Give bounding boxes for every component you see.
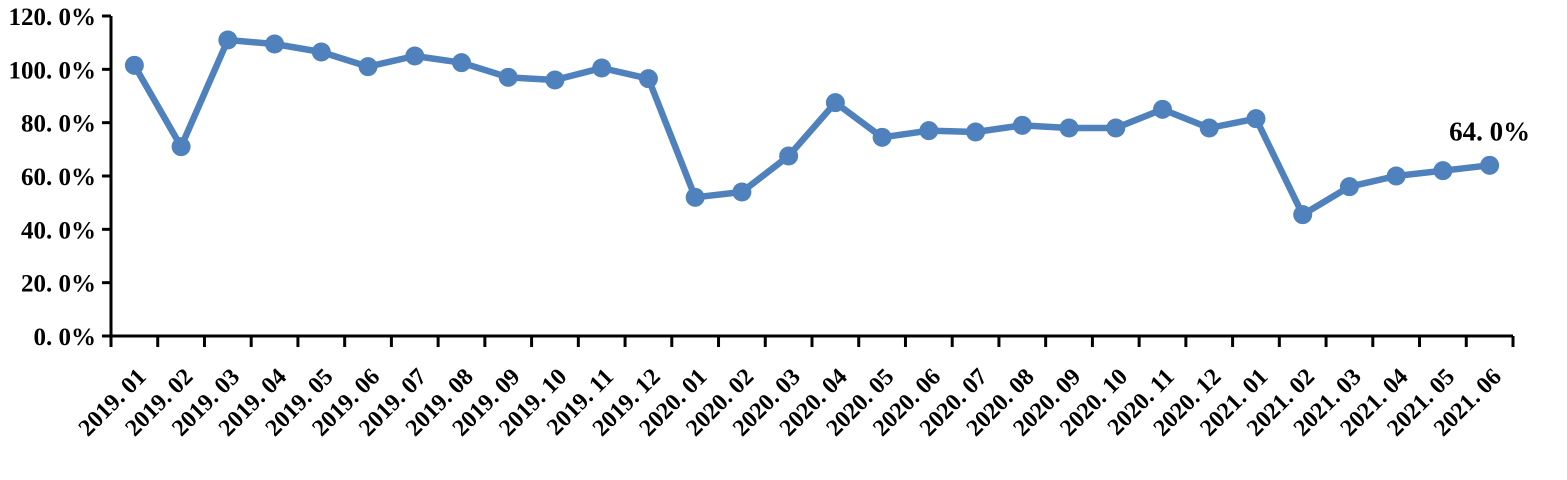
data-point xyxy=(1433,161,1453,181)
data-point xyxy=(638,69,658,89)
data-point xyxy=(545,70,565,90)
y-tick-label: 100. 0% xyxy=(9,57,97,84)
data-point xyxy=(1246,109,1266,129)
data-point xyxy=(358,57,378,77)
y-tick-label: 80. 0% xyxy=(21,111,96,138)
data-point xyxy=(1386,166,1406,186)
data-point-label: 64. 0% xyxy=(1449,116,1530,146)
data-point xyxy=(1480,155,1500,175)
y-tick-label: 40. 0% xyxy=(21,217,96,244)
data-point xyxy=(1059,118,1079,138)
data-point xyxy=(592,58,612,78)
data-point xyxy=(685,187,705,207)
data-point xyxy=(919,121,939,141)
data-point xyxy=(1153,99,1172,119)
data-point xyxy=(218,30,238,50)
data-point xyxy=(1199,118,1219,138)
data-point xyxy=(405,46,425,66)
data-point xyxy=(1293,205,1313,225)
data-point xyxy=(265,34,285,54)
y-tick-label: 60. 0% xyxy=(21,164,96,191)
data-point xyxy=(498,67,518,87)
y-tick-label: 20. 0% xyxy=(21,271,96,298)
series-line xyxy=(131,36,1493,218)
data-point xyxy=(779,146,799,166)
data-point xyxy=(872,127,892,147)
data-point xyxy=(1339,177,1359,197)
data-point xyxy=(732,182,752,202)
data-point xyxy=(825,93,845,113)
data-point xyxy=(1012,115,1032,135)
data-point xyxy=(452,53,471,73)
y-tick-label: 120. 0% xyxy=(9,4,97,31)
data-point xyxy=(1106,118,1126,138)
data-point xyxy=(124,55,144,75)
y-tick-label: 0. 0% xyxy=(34,324,97,351)
data-point xyxy=(171,137,191,157)
data-point xyxy=(311,42,331,62)
data-point xyxy=(966,122,986,142)
